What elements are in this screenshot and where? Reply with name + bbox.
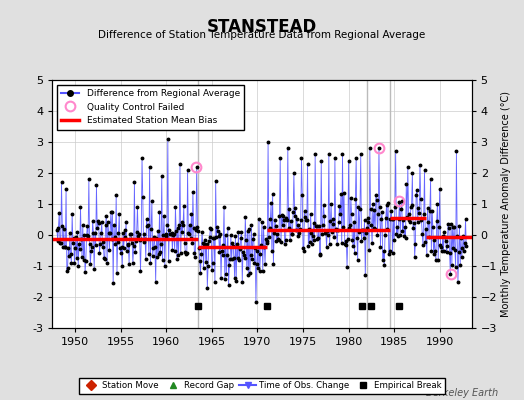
Text: Difference of Station Temperature Data from Regional Average: Difference of Station Temperature Data f… — [99, 30, 425, 40]
Text: STANSTEAD: STANSTEAD — [207, 18, 317, 36]
Y-axis label: Monthly Temperature Anomaly Difference (°C): Monthly Temperature Anomaly Difference (… — [501, 91, 511, 317]
Text: Berkeley Earth: Berkeley Earth — [425, 388, 498, 398]
Legend: Station Move, Record Gap, Time of Obs. Change, Empirical Break: Station Move, Record Gap, Time of Obs. C… — [79, 378, 445, 394]
Legend: Difference from Regional Average, Quality Control Failed, Estimated Station Mean: Difference from Regional Average, Qualit… — [57, 84, 245, 130]
